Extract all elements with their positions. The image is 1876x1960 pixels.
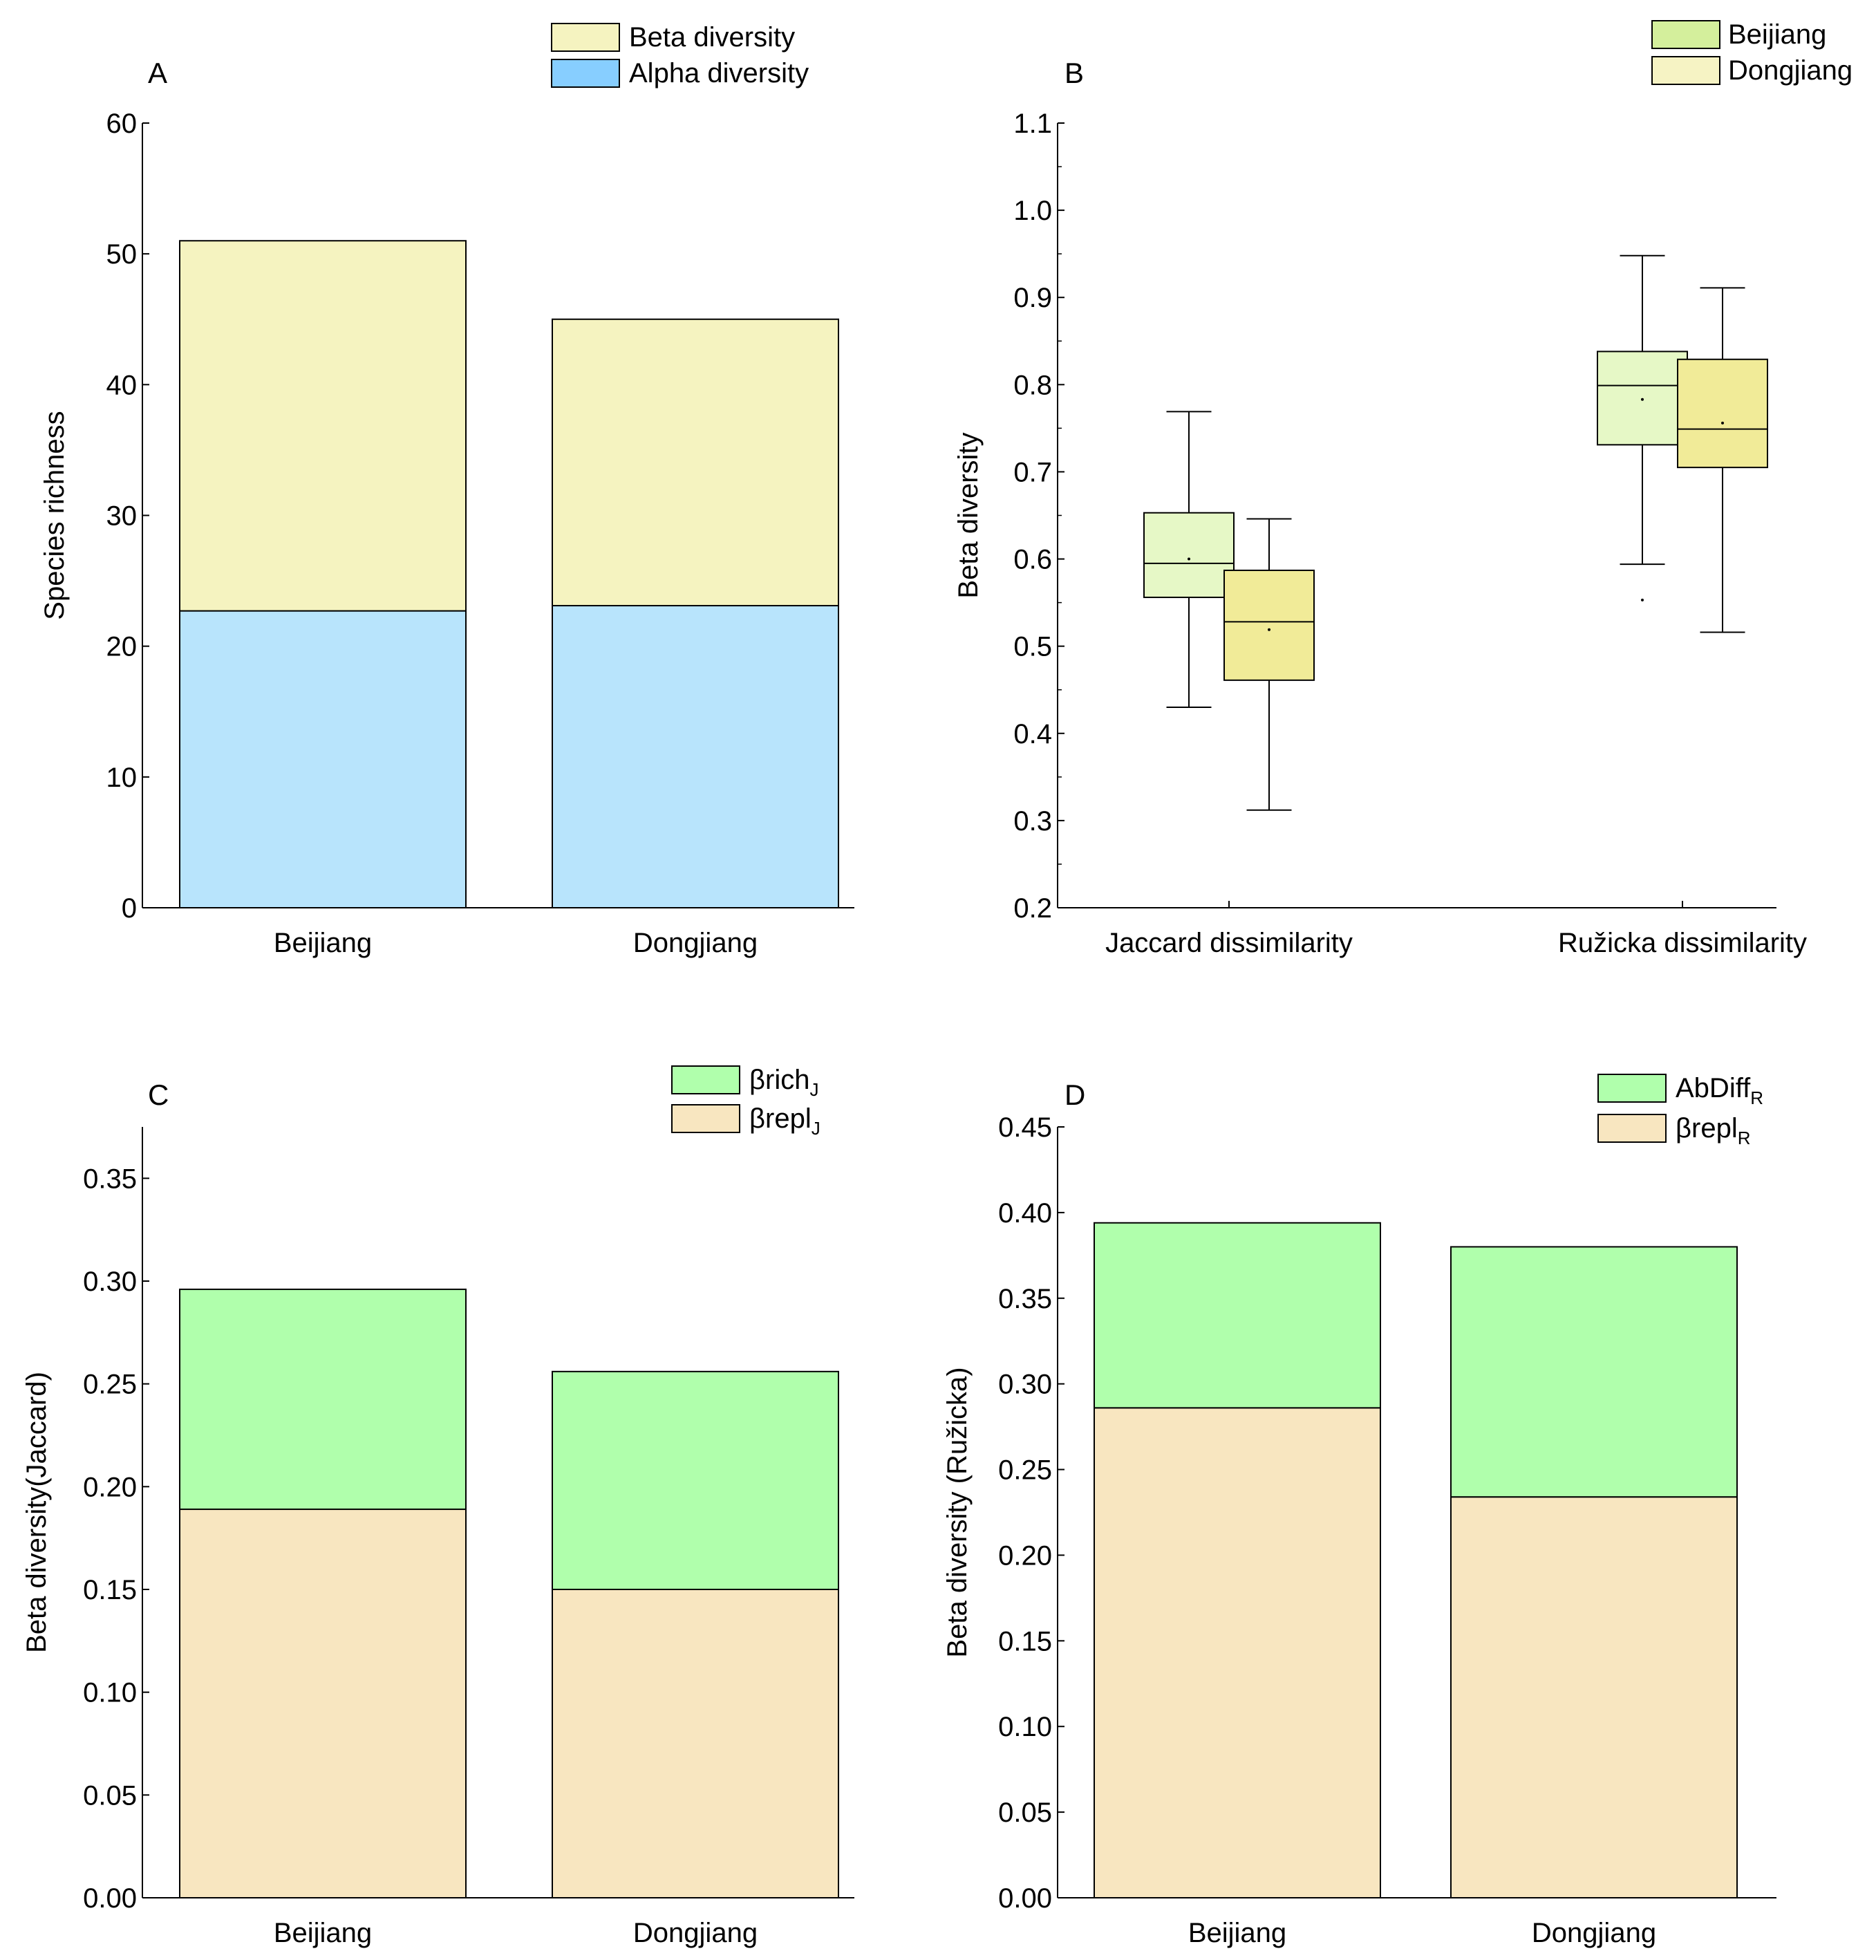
panel-c-legend-label: βrichJ	[749, 1065, 818, 1100]
panel-a-y-tick-label: 0	[122, 893, 137, 924]
panel-b-letter: B	[1064, 57, 1084, 89]
panel-d-y-tick-label: 0.00	[998, 1883, 1052, 1914]
panel-b-legend-label: Dongjiang	[1728, 55, 1852, 86]
panel-c-legend-label: βreplJ	[749, 1103, 820, 1139]
panel-d-y-tick-label: 0.15	[998, 1626, 1052, 1656]
panel-a-legend-label: Alpha diversity	[629, 58, 809, 88]
panel-a-category-label: Dongjiang	[633, 928, 758, 958]
panel-c-y-tick-label: 0.15	[83, 1575, 137, 1605]
panel-d-legend-subscript: R	[1750, 1088, 1763, 1108]
panel-a-y-axis-title: Species richness	[39, 411, 70, 619]
panel-c-y-tick-label: 0.25	[83, 1370, 137, 1400]
panel-b-category-label: Ružicka dissimilarity	[1558, 928, 1807, 958]
panel-b-mean-point	[1268, 628, 1270, 631]
panel-b-box-dongjiang	[1223, 569, 1315, 681]
panel-d-bar-replr	[1094, 1407, 1381, 1899]
panel-a-legend-swatch	[551, 23, 620, 52]
panel-a-y-tick-label: 30	[106, 501, 138, 532]
panel-d-y-tick-label: 0.40	[998, 1198, 1052, 1229]
panel-a-legend-swatch	[551, 59, 620, 88]
panel-c-y-tick-label: 0.05	[83, 1780, 137, 1811]
panel-d-y-tick-label: 0.30	[998, 1370, 1052, 1400]
panel-a-bar-alphadiversity	[179, 610, 467, 908]
panel-a-bar-alphadiversity	[552, 605, 839, 909]
panel-a-y-tick-label: 10	[106, 763, 138, 793]
panel-b-y-tick-label: 0.9	[1013, 283, 1052, 313]
panel-b-y-tick-label: 0.2	[1013, 893, 1052, 924]
panel-d-category-label: Dongjiang	[1532, 1918, 1656, 1948]
panel-c-bar-richj	[179, 1288, 467, 1511]
panel-d-letter: D	[1064, 1079, 1085, 1111]
panel-a-y-tick-label: 60	[106, 109, 138, 139]
panel-d-legend-subscript: R	[1738, 1128, 1751, 1148]
panel-c-y-tick-label: 0.35	[83, 1164, 137, 1194]
panel-d-legend-swatch	[1597, 1074, 1667, 1103]
panel-d-y-tick-label: 0.25	[998, 1455, 1052, 1486]
panel-d-legend-label: AbDiffR	[1676, 1073, 1763, 1108]
panel-d-y-tick-label: 0.10	[998, 1712, 1052, 1742]
panel-d-y-tick-label: 0.45	[998, 1112, 1052, 1143]
panel-b-box-beijiang	[1143, 512, 1235, 599]
panel-c-y-tick-label: 0.30	[83, 1267, 137, 1297]
panel-b-y-tick-label: 0.4	[1013, 719, 1052, 749]
panel-c-legend-swatch	[671, 1065, 740, 1094]
panel-b-y-axis-title: Beta diversity	[953, 432, 984, 598]
panel-b-y-tick-label: 1.0	[1013, 196, 1052, 226]
panel-b-mean-point	[1188, 557, 1190, 561]
panel-c-bar-replj	[179, 1509, 467, 1899]
panel-b-y-tick-label: 0.7	[1013, 457, 1052, 487]
panel-d-y-axis-title: Beta diversity (Ružicka)	[942, 1367, 973, 1657]
panel-b-y-tick-label: 0.6	[1013, 545, 1052, 575]
panel-b-legend-swatch	[1651, 56, 1720, 85]
panel-a-y-tick-label: 40	[106, 370, 138, 400]
panel-c-bar-richj	[552, 1370, 839, 1590]
panel-a-bar-betadiversity	[552, 318, 839, 607]
panel-c-y-axis-title: Beta diversity(Jaccard)	[21, 1372, 52, 1653]
panel-a-bar-betadiversity	[179, 240, 467, 612]
panel-c-legend-subscript: J	[812, 1118, 820, 1139]
panel-c-y-tick-label: 0.20	[83, 1472, 137, 1502]
panel-d-y-tick-label: 0.20	[998, 1540, 1052, 1571]
panel-c-legend-subscript: J	[809, 1079, 818, 1100]
panel-d-y-tick-label: 0.05	[998, 1798, 1052, 1828]
panel-b-mean-point	[1721, 421, 1724, 424]
panel-b-y-tick-label: 1.1	[1013, 109, 1052, 139]
panel-b-category-label: Jaccard dissimilarity	[1105, 928, 1353, 958]
panel-b-y-tick-label: 0.3	[1013, 806, 1052, 837]
panel-d-y-tick-label: 0.35	[998, 1284, 1052, 1314]
panel-c-bar-replj	[552, 1589, 839, 1898]
panel-b-y-tick-label: 0.5	[1013, 632, 1052, 662]
panel-b-box-dongjiang	[1677, 358, 1768, 469]
chart-layer: A 0 10 20 30 40 50 60 Beijiang Dongjiang Species r…	[21, 19, 1852, 1948]
panel-d-category-label: Beijiang	[1188, 1918, 1286, 1948]
panel-c-category-label: Dongjiang	[633, 1918, 758, 1948]
panel-b-outlier	[1641, 598, 1644, 601]
panel-b-mean-point	[1641, 398, 1644, 401]
panel-b-y-tick-label: 0.8	[1013, 370, 1052, 400]
panel-d-bar-replr	[1450, 1496, 1738, 1898]
panel-d-legend-swatch	[1597, 1114, 1667, 1143]
panel-a-letter: A	[148, 57, 167, 89]
panel-c-letter: C	[148, 1079, 169, 1111]
panel-c-legend-swatch	[671, 1104, 740, 1133]
panel-a-y-tick-label: 20	[106, 632, 138, 662]
panel-a-category-label: Beijiang	[274, 928, 372, 958]
panel-b-legend-swatch	[1651, 20, 1720, 49]
panel-c-category-label: Beijiang	[274, 1918, 372, 1948]
panel-a-legend-label: Beta diversity	[629, 22, 795, 53]
panel-a-y-tick-label: 50	[106, 239, 138, 270]
panel-d-bar-abdiffr	[1450, 1246, 1738, 1498]
panel-b-legend-label: Beijiang	[1728, 19, 1826, 50]
panel-d-bar-abdiffr	[1094, 1222, 1381, 1409]
panel-c-y-tick-label: 0.10	[83, 1678, 137, 1708]
panel-c-y-tick-label: 0.00	[83, 1883, 137, 1914]
